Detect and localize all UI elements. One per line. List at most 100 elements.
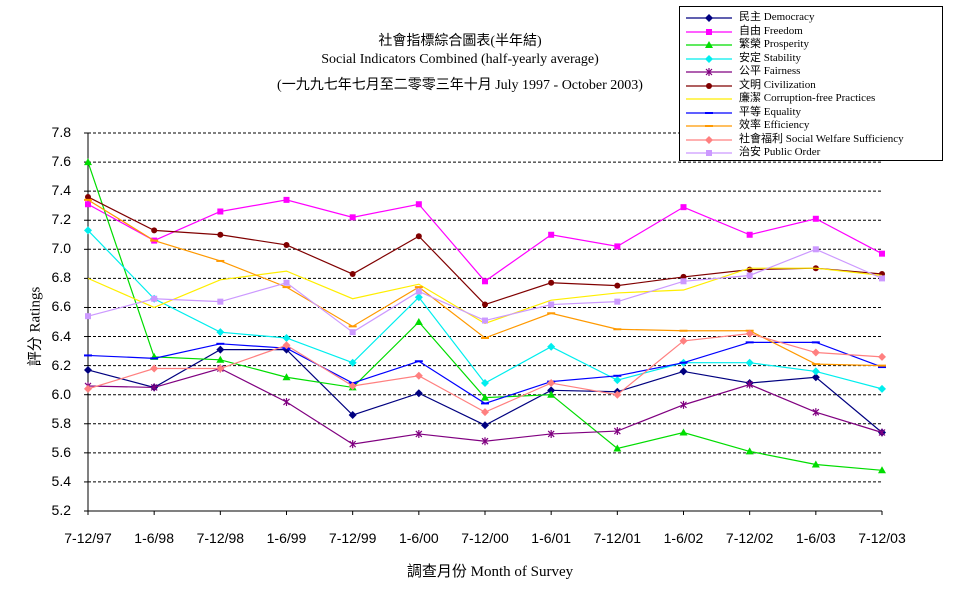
data-point xyxy=(547,379,556,388)
y-tick-label: 5.6 xyxy=(51,443,71,460)
data-point xyxy=(614,282,621,289)
data-point xyxy=(415,201,422,208)
data-point xyxy=(415,429,423,438)
data-point xyxy=(812,408,820,417)
legend-label: 民主 Democracy xyxy=(739,11,815,23)
data-point xyxy=(879,250,885,257)
x-tick-label: 7-12/02 xyxy=(725,530,774,546)
data-point xyxy=(548,231,555,238)
chart-legend: 民主 Democracy 自由 Freedom 繁榮 Prosperity 安定 St… xyxy=(679,6,943,161)
legend-item: 安定 Stability xyxy=(680,52,942,65)
data-point xyxy=(878,352,886,361)
data-point xyxy=(84,384,92,393)
data-point xyxy=(414,389,423,398)
y-tick-label: 5.8 xyxy=(51,414,71,431)
series-line xyxy=(87,349,883,433)
series-10 xyxy=(85,246,885,336)
data-point xyxy=(613,376,622,385)
data-point xyxy=(349,329,356,336)
legend-item: 民主 Democracy xyxy=(680,11,942,24)
legend-marker xyxy=(706,150,712,156)
data-point xyxy=(481,437,489,446)
data-point xyxy=(415,288,422,295)
data-point xyxy=(613,444,622,452)
legend-swatch xyxy=(686,82,732,89)
data-point xyxy=(746,266,753,273)
legend-item: 治安 Public Order xyxy=(680,146,942,159)
data-point xyxy=(746,380,754,389)
data-point xyxy=(283,279,290,286)
x-tick-label: 7-12/00 xyxy=(461,530,509,546)
legend-label: 平等 Equality xyxy=(739,105,802,118)
series-6 xyxy=(87,267,883,325)
legend-swatch xyxy=(686,135,732,144)
data-point xyxy=(348,381,357,390)
legend-swatch xyxy=(686,98,732,100)
series-line xyxy=(87,267,883,325)
legend-swatch xyxy=(686,54,732,63)
data-point xyxy=(746,231,753,238)
data-point xyxy=(414,293,423,302)
legend-swatch xyxy=(686,150,732,156)
data-point xyxy=(85,193,91,200)
x-tick-label: 7-12/01 xyxy=(593,530,642,546)
x-tick-label: 7-12/99 xyxy=(328,530,377,546)
legend-label: 效率 Efficiency xyxy=(739,119,810,131)
legend-marker xyxy=(706,28,712,35)
data-point xyxy=(216,345,225,354)
data-point xyxy=(679,428,688,436)
legend-swatch xyxy=(686,68,732,76)
data-point xyxy=(84,226,92,235)
data-point xyxy=(812,215,819,222)
data-point xyxy=(151,227,158,234)
data-point xyxy=(879,275,885,282)
legend-marker xyxy=(705,54,713,63)
series-line xyxy=(87,229,883,390)
data-point xyxy=(679,336,688,345)
legend-label: 治安 Public Order xyxy=(739,146,821,158)
data-point xyxy=(811,348,820,357)
y-tick-label: 7.8 xyxy=(51,124,71,140)
y-axis-label: 評分 Ratings xyxy=(27,286,44,367)
data-point xyxy=(150,364,159,373)
y-tick-label: 6.0 xyxy=(51,385,71,402)
data-point xyxy=(216,355,225,363)
data-point xyxy=(85,313,91,320)
data-point xyxy=(348,358,357,367)
data-point xyxy=(349,214,356,221)
data-point xyxy=(85,201,91,208)
y-tick-label: 7.2 xyxy=(51,211,71,228)
data-point xyxy=(217,298,224,305)
data-point xyxy=(878,466,886,474)
data-point xyxy=(613,427,621,436)
legend-marker xyxy=(705,135,713,144)
data-point xyxy=(481,393,489,401)
legend-item: 廉潔 Corruption-free Practices xyxy=(680,92,942,105)
data-point xyxy=(679,367,688,376)
legend-marker xyxy=(706,82,712,89)
data-point xyxy=(613,390,622,399)
data-point xyxy=(878,428,886,437)
data-point xyxy=(283,196,290,203)
y-tick-label: 5.4 xyxy=(51,472,71,489)
data-point xyxy=(746,272,753,279)
data-point xyxy=(84,158,92,166)
data-point xyxy=(482,317,488,324)
legend-marker xyxy=(705,14,713,22)
legend-swatch xyxy=(686,14,732,22)
x-axis-label: 調查月份 Month of Survey xyxy=(406,564,574,580)
data-point xyxy=(414,318,423,325)
legend-swatch xyxy=(686,28,732,35)
legend-item: 社會福利 Social Welfare Sufficiency xyxy=(680,133,942,146)
legend-swatch xyxy=(686,125,732,127)
legend-marker xyxy=(705,68,713,76)
data-point xyxy=(482,278,488,285)
data-point xyxy=(150,383,158,392)
data-point xyxy=(614,243,621,250)
series-3 xyxy=(84,226,886,393)
y-tick-label: 5.2 xyxy=(51,502,71,518)
y-tick-label: 6.6 xyxy=(51,298,71,315)
chart-title: 社會指標綜合圖表(半年結) xyxy=(378,34,542,49)
series-lines xyxy=(84,158,886,474)
data-point xyxy=(348,411,357,420)
